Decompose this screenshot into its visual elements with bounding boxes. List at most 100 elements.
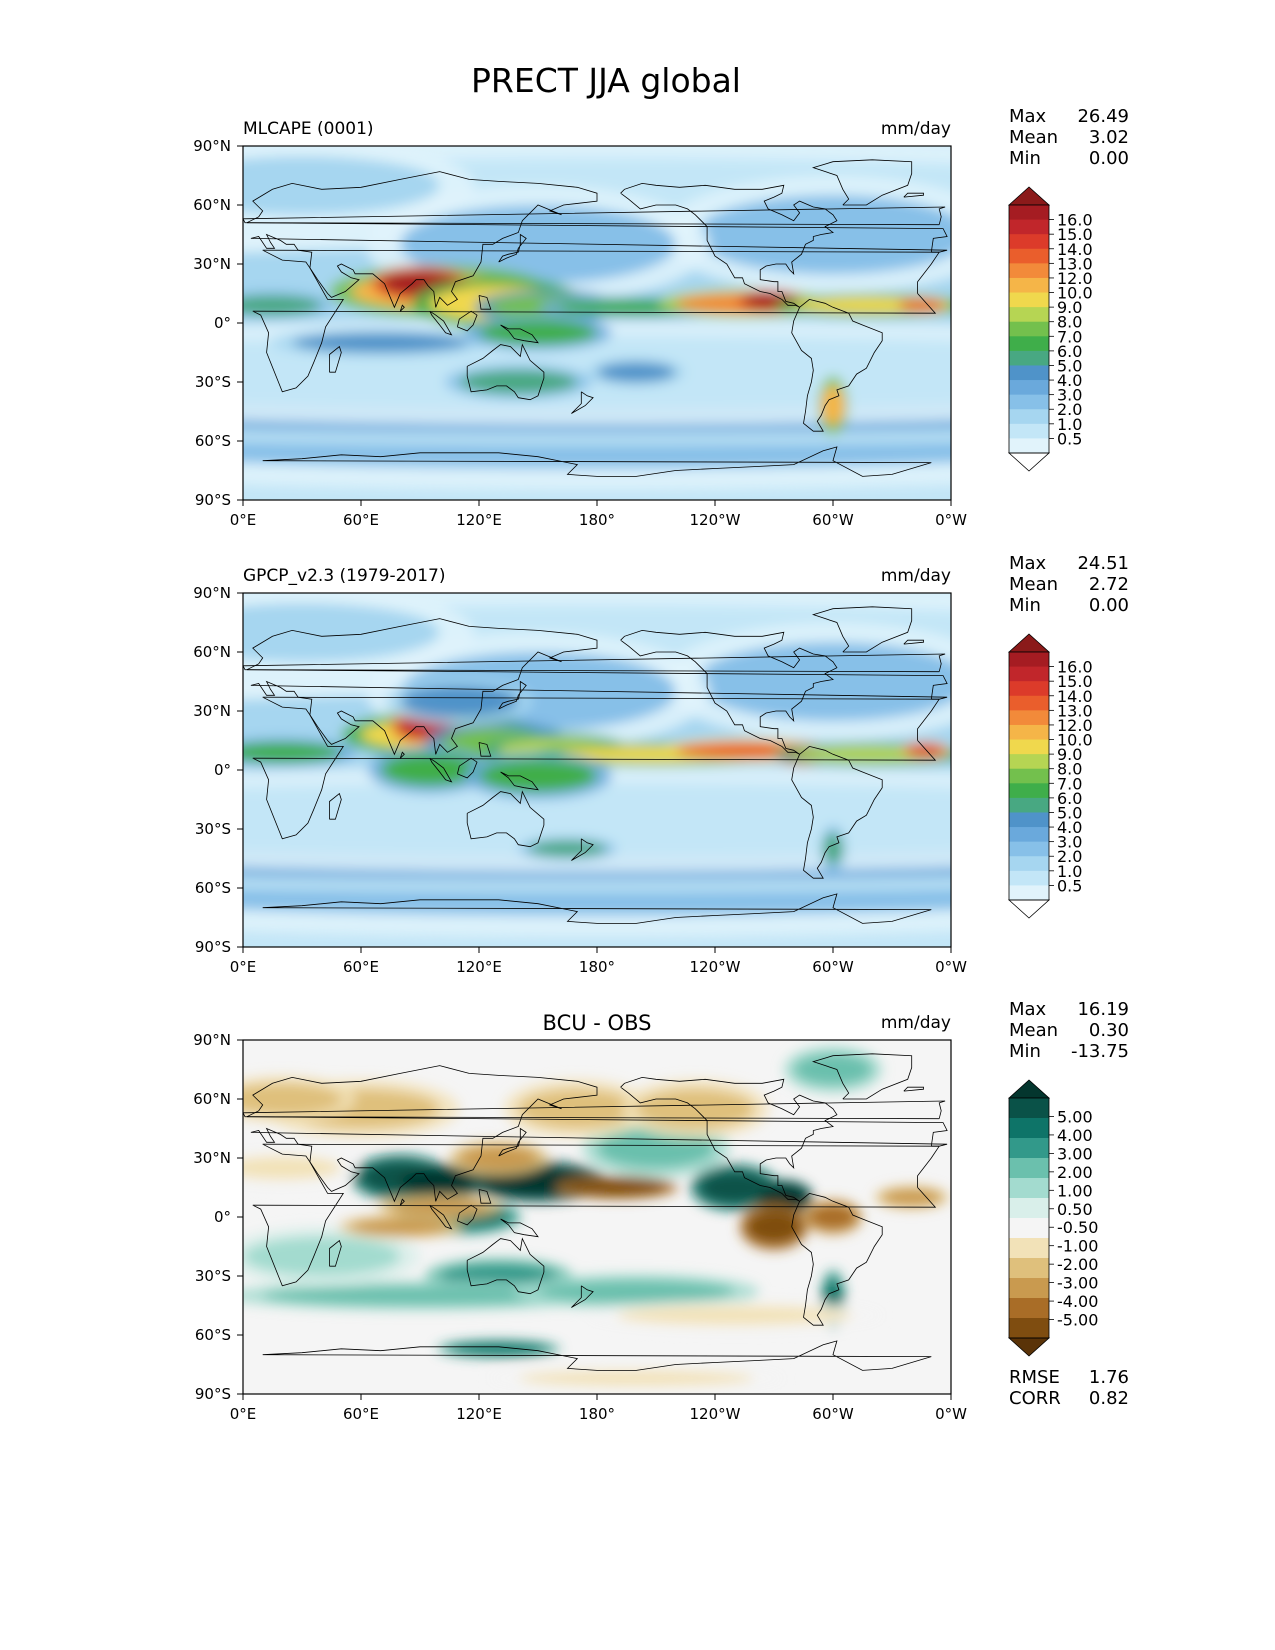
metric-label: CORR <box>1009 1388 1061 1409</box>
field-core <box>400 1169 479 1194</box>
colorbar-label: -3.00 <box>1057 1274 1098 1293</box>
colorbar-label: 0.5 <box>1057 429 1082 448</box>
field-core <box>823 832 843 865</box>
panel-units: mm/day <box>881 566 951 586</box>
coastlines <box>243 159 948 477</box>
axis-ticks: 0°E 60°E 120°E 180° 120°W 60°W 0°W 90°N 60°N 30°N… <box>193 584 967 976</box>
field-core <box>538 1279 735 1304</box>
stat-label: Min <box>1009 1041 1041 1062</box>
colorbar: 16.015.014.013.012.010.09.08.07.06.05.04… <box>1007 633 1093 919</box>
colorbar-band <box>1009 695 1049 711</box>
stat-value: 24.51 <box>1077 553 1129 574</box>
coastline <box>399 1198 405 1206</box>
coastline <box>571 838 594 861</box>
coastline <box>466 343 545 401</box>
colorbar-label: 3.0 <box>1057 833 1082 852</box>
x-tick-label: 0°W <box>935 1405 967 1423</box>
colorbar-label: 4.00 <box>1057 1126 1093 1145</box>
coastline <box>500 771 539 791</box>
y-tick-label: 30°S <box>195 1267 231 1285</box>
colorbar-band <box>1009 739 1049 755</box>
colorbar-band <box>1009 336 1049 352</box>
colorbar: 5.004.003.002.001.000.50-0.50-1.00-2.00-… <box>1007 1079 1098 1357</box>
coastline <box>791 1192 883 1326</box>
x-tick-label: 60°W <box>812 511 854 529</box>
colorbar-label: 13.0 <box>1057 254 1093 273</box>
colorbar-label: 0.5 <box>1057 876 1082 895</box>
stat-value: 0.30 <box>1089 1020 1129 1041</box>
panel-obs: 0°E 60°E 120°E 180° 120°W 60°W 0°W 90°N 60°N 30°N… <box>193 566 967 976</box>
x-tick-label: 60°E <box>343 1405 379 1423</box>
coastline <box>457 310 478 332</box>
field-core <box>243 1236 401 1276</box>
coastline <box>246 171 948 309</box>
coastline <box>478 295 492 310</box>
colorbar-label: 2.00 <box>1057 1163 1093 1182</box>
colorbar-band <box>1009 710 1049 726</box>
colorbar-label: 1.0 <box>1057 415 1082 434</box>
y-tick-label: 30°N <box>193 1149 231 1167</box>
axis-ticks: 0°E 60°E 120°E 180° 120°W 60°W 0°W 90°N 60°N 30°N… <box>193 137 967 529</box>
colorbar-extend-max <box>1007 1079 1051 1099</box>
colorbar-band <box>1009 1098 1049 1119</box>
colorbar-band <box>1009 1198 1049 1219</box>
x-tick-label: 180° <box>579 511 615 529</box>
coastline <box>262 1340 932 1371</box>
field-core <box>449 1342 548 1355</box>
colorbar-label: -1.00 <box>1057 1237 1098 1256</box>
stat-value: 0.00 <box>1089 148 1129 169</box>
coastline <box>252 1143 940 1287</box>
coastline <box>498 233 527 263</box>
metric-label: RMSE <box>1009 1367 1060 1388</box>
colorbar-band <box>1009 1258 1049 1279</box>
stat-label: Mean <box>1009 1020 1058 1041</box>
field-core <box>597 1128 715 1168</box>
coastline <box>478 1189 492 1204</box>
field-core <box>479 760 597 792</box>
colorbar-band <box>1009 754 1049 770</box>
coastlines <box>243 606 948 924</box>
colorbar-label: 15.0 <box>1057 225 1093 244</box>
colorbar-label: 7.0 <box>1057 327 1082 346</box>
figure-title: PRECT JJA global <box>471 61 741 100</box>
coastline <box>243 1100 946 1120</box>
coastline <box>498 1127 527 1157</box>
field-core <box>243 602 440 662</box>
colorbar-band <box>1009 423 1049 439</box>
colorbar-band <box>1009 812 1049 828</box>
colorbar-label: 10.0 <box>1057 731 1093 750</box>
panel-left-title: GPCP_v2.3 (1979-2017) <box>243 566 445 586</box>
field-core <box>390 1199 489 1216</box>
field-core <box>518 1370 755 1387</box>
panel-diff: 0°E 60°E 120°E 180° 120°W 60°W 0°W 90°N 60°N 30°N… <box>193 1011 967 1423</box>
colorbar-band <box>1009 277 1049 294</box>
colorbar-band <box>1009 768 1049 784</box>
y-tick-label: 90°N <box>193 1031 231 1049</box>
x-tick-label: 60°E <box>343 511 379 529</box>
colorbar-label: 6.0 <box>1057 789 1082 808</box>
field-core <box>793 1053 873 1086</box>
colorbar-label: -4.00 <box>1057 1292 1098 1311</box>
colorbar-band <box>1009 666 1049 682</box>
coastline <box>478 742 492 757</box>
colorbar-label: 2.0 <box>1057 400 1082 419</box>
colorbar-label: 15.0 <box>1057 672 1093 691</box>
coastline <box>252 249 940 393</box>
coastline <box>791 745 883 879</box>
colorbar-band <box>1009 1238 1049 1259</box>
field-core <box>616 1305 853 1326</box>
x-tick-label: 0°E <box>230 511 257 529</box>
y-tick-label: 30°S <box>195 820 231 838</box>
y-tick-label: 30°S <box>195 373 231 391</box>
x-tick-label: 0°E <box>230 1405 257 1423</box>
colorbar-label: 1.0 <box>1057 862 1082 881</box>
colorbar-band <box>1009 380 1049 396</box>
field-core <box>528 840 607 857</box>
field-contours <box>243 146 951 491</box>
y-tick-label: 30°N <box>193 255 231 273</box>
x-tick-label: 0°W <box>935 958 967 976</box>
colorbar-label: 1.00 <box>1057 1181 1093 1200</box>
colorbar-label: 9.0 <box>1057 298 1082 317</box>
field-core <box>479 321 597 345</box>
